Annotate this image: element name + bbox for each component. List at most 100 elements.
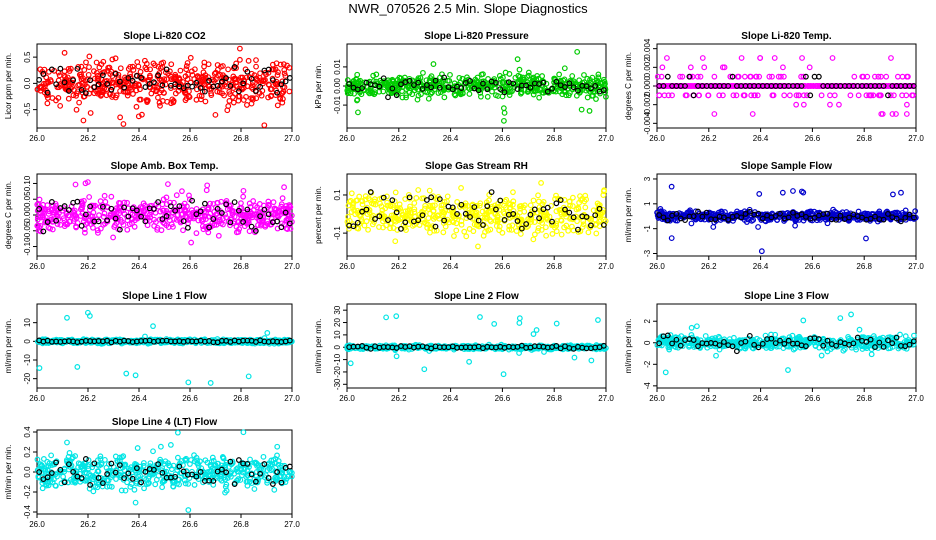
- reference-point: [411, 82, 417, 89]
- data-point: [435, 212, 441, 219]
- reference-point: [257, 83, 264, 90]
- reference-point: [544, 88, 551, 95]
- y-tick-label: -2: [643, 360, 652, 368]
- reference-point: [286, 220, 293, 227]
- data-point: [758, 248, 765, 255]
- data-point: [677, 73, 683, 80]
- reference-point: [587, 85, 594, 92]
- data-point: [411, 87, 418, 94]
- y-tick-label: 0.002: [643, 57, 652, 78]
- data-point: [806, 64, 813, 71]
- data-point: [439, 208, 446, 215]
- reference-point: [53, 217, 60, 224]
- data-point: [87, 213, 94, 220]
- y-axis-label: ml/min per min.: [624, 188, 633, 243]
- data-point: [383, 314, 390, 321]
- reference-point: [540, 79, 547, 86]
- data-point: [552, 76, 558, 82]
- data-point: [735, 73, 742, 80]
- data-point: [39, 212, 46, 219]
- data-point: [754, 92, 761, 99]
- data-point: [452, 92, 459, 99]
- data-point: [351, 90, 357, 97]
- y-tick-label: 0.000: [643, 75, 652, 96]
- reference-point: [436, 196, 443, 203]
- y-axis-label: kPa per min.: [314, 64, 323, 109]
- data-point: [264, 218, 271, 224]
- reference-point: [553, 78, 560, 85]
- reference-point: [159, 216, 166, 222]
- data-point: [477, 93, 484, 100]
- data-point: [277, 61, 284, 68]
- data-point: [847, 92, 854, 99]
- data-point: [441, 94, 448, 101]
- data-point: [425, 215, 432, 222]
- data-point: [182, 73, 189, 80]
- data-point: [396, 74, 403, 81]
- reference-point: [99, 72, 106, 79]
- reference-point: [501, 216, 508, 223]
- data-point: [82, 180, 89, 187]
- data-point: [45, 211, 52, 217]
- reference-point: [223, 201, 230, 208]
- data-point: [83, 59, 89, 66]
- reference-point: [142, 218, 149, 225]
- data-point: [601, 188, 607, 195]
- data-point: [793, 92, 800, 99]
- reference-point: [501, 89, 508, 96]
- data-point: [220, 221, 226, 228]
- reference-point: [385, 94, 391, 101]
- reference-point: [419, 86, 426, 92]
- data-point: [711, 111, 718, 117]
- reference-point: [497, 197, 504, 204]
- y-tick-label: 0.01: [333, 59, 342, 75]
- data-point: [781, 92, 788, 99]
- data-point: [475, 243, 481, 250]
- data-point: [155, 94, 161, 101]
- reference-point: [44, 89, 51, 96]
- data-point: [152, 219, 159, 225]
- data-point: [101, 69, 108, 75]
- reference-point: [359, 85, 366, 92]
- data-point: [64, 74, 71, 81]
- data-point: [903, 92, 910, 99]
- data-point: [243, 213, 250, 220]
- data-point: [156, 99, 163, 106]
- data-point: [280, 96, 286, 102]
- data-point: [165, 181, 171, 188]
- reference-point: [462, 210, 469, 217]
- data-point: [133, 103, 140, 110]
- reference-point: [91, 84, 98, 91]
- data-point: [422, 205, 428, 212]
- data-point: [451, 233, 457, 239]
- data-point: [786, 92, 793, 99]
- data-point: [216, 216, 223, 223]
- data-point: [54, 212, 61, 219]
- data-point: [827, 92, 833, 99]
- x-tick-label: 27.0: [284, 134, 300, 143]
- data-point: [769, 73, 775, 80]
- data-point: [393, 353, 400, 360]
- reference-point: [428, 84, 435, 91]
- x-tick-label: 26.0: [649, 262, 665, 271]
- reference-point: [252, 87, 259, 94]
- data-point: [87, 110, 94, 116]
- data-point: [413, 195, 420, 201]
- data-point: [56, 72, 63, 79]
- data-point: [578, 106, 585, 113]
- data-point: [830, 206, 836, 213]
- data-point: [420, 69, 426, 76]
- data-point: [113, 79, 120, 86]
- data-point: [103, 92, 110, 99]
- reference-point: [163, 66, 170, 73]
- reference-point: [570, 214, 577, 221]
- reference-point: [583, 83, 590, 90]
- data-point: [510, 189, 516, 196]
- data-point: [105, 64, 112, 71]
- reference-point: [523, 82, 530, 89]
- data-point: [60, 215, 67, 222]
- data-point: [738, 55, 745, 61]
- data-point: [379, 218, 386, 225]
- data-point: [758, 214, 765, 221]
